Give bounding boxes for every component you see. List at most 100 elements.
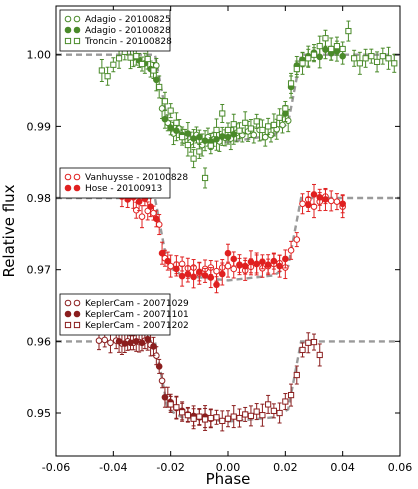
x-tick-label: 0.04 <box>330 461 355 474</box>
data-point <box>201 174 209 182</box>
data-point <box>276 409 283 417</box>
legend-marker <box>64 173 72 181</box>
data-point <box>230 265 238 273</box>
data-point <box>144 55 151 63</box>
x-tick-label: -0.06 <box>42 461 70 474</box>
series-points <box>167 332 323 432</box>
legend-entry-label: Hose - 20100913 <box>85 184 162 194</box>
data-point <box>184 412 191 419</box>
data-point <box>241 262 249 270</box>
x-tick-label: -0.04 <box>99 461 127 474</box>
data-point <box>207 274 215 281</box>
data-point <box>196 268 203 276</box>
data-point <box>247 125 255 132</box>
data-point <box>287 247 295 254</box>
data-point <box>196 133 203 141</box>
legend-entry-label: Adagio - 20100825 <box>85 15 171 25</box>
legend-marker <box>64 26 72 34</box>
data-point <box>213 126 220 134</box>
data-point <box>304 201 312 208</box>
data-point <box>201 137 209 145</box>
light-curve-group <box>56 327 400 432</box>
data-point <box>322 46 329 54</box>
data-point <box>110 61 117 68</box>
data-point <box>264 261 272 268</box>
data-point <box>276 262 283 270</box>
data-point <box>98 67 105 74</box>
legend-marker <box>73 15 81 23</box>
data-point <box>127 339 134 347</box>
data-point <box>230 255 238 263</box>
data-point <box>293 65 300 73</box>
data-point <box>167 124 174 132</box>
data-point <box>107 339 114 347</box>
data-point <box>201 272 209 279</box>
y-tick-label: 0.98 <box>27 192 52 205</box>
data-point <box>224 415 232 422</box>
legend-marker <box>73 184 81 192</box>
legend-box <box>59 167 171 199</box>
series-points <box>118 183 346 294</box>
data-point <box>247 412 255 419</box>
data-point <box>207 142 214 149</box>
x-tick-label: 0.02 <box>273 461 298 474</box>
x-tick-label: 0.06 <box>388 461 413 474</box>
data-point <box>150 343 157 350</box>
data-point <box>121 340 129 347</box>
data-point <box>150 67 157 74</box>
data-point <box>368 53 375 60</box>
data-point <box>207 414 214 422</box>
data-point <box>282 398 289 405</box>
data-point <box>322 35 329 42</box>
y-tick-label: 0.96 <box>27 335 52 348</box>
data-point <box>213 267 220 275</box>
data-point <box>345 27 352 35</box>
data-point <box>236 127 243 134</box>
data-point <box>144 335 152 343</box>
data-point <box>328 45 335 53</box>
light-curve-group <box>56 20 400 189</box>
x-axis-title: Phase <box>206 470 251 488</box>
y-tick-label: 0.99 <box>27 120 52 133</box>
data-point <box>164 257 172 265</box>
data-point <box>261 133 269 141</box>
legend-marker <box>73 310 81 318</box>
data-point <box>190 155 197 162</box>
data-point <box>333 43 341 50</box>
legend-marker <box>64 15 72 23</box>
light-curve-group <box>56 183 400 294</box>
data-point <box>201 416 209 423</box>
x-tick-label: 0.00 <box>216 461 241 474</box>
data-point <box>282 105 289 112</box>
data-point <box>236 261 243 268</box>
data-point <box>138 213 146 220</box>
data-point <box>196 413 203 420</box>
data-point <box>147 203 154 210</box>
y-axis-title: Relative flux <box>0 184 18 277</box>
data-point <box>135 198 143 205</box>
data-point <box>161 393 169 401</box>
data-point <box>95 337 103 344</box>
y-tick-label: 0.95 <box>27 407 52 420</box>
legend-marker <box>73 299 81 307</box>
data-point <box>219 417 226 424</box>
data-point <box>305 55 312 62</box>
data-point <box>339 45 346 53</box>
data-point <box>316 43 323 50</box>
legend-entry-label: KeplerCam - 20071029 <box>85 299 189 309</box>
legend-entry-label: KeplerCam - 20071101 <box>85 310 189 320</box>
data-point <box>284 117 292 124</box>
data-point <box>282 255 289 263</box>
data-point <box>293 371 300 379</box>
data-point <box>299 200 306 208</box>
legend-marker <box>64 321 72 329</box>
data-point <box>184 141 191 149</box>
data-point <box>213 414 220 421</box>
data-point <box>351 55 358 62</box>
data-point <box>161 115 169 123</box>
legend-marker <box>73 37 81 45</box>
legend-entry-label: Adagio - 20100828 <box>85 26 171 36</box>
data-point <box>224 249 232 257</box>
x-tick-label: -0.02 <box>156 461 184 474</box>
